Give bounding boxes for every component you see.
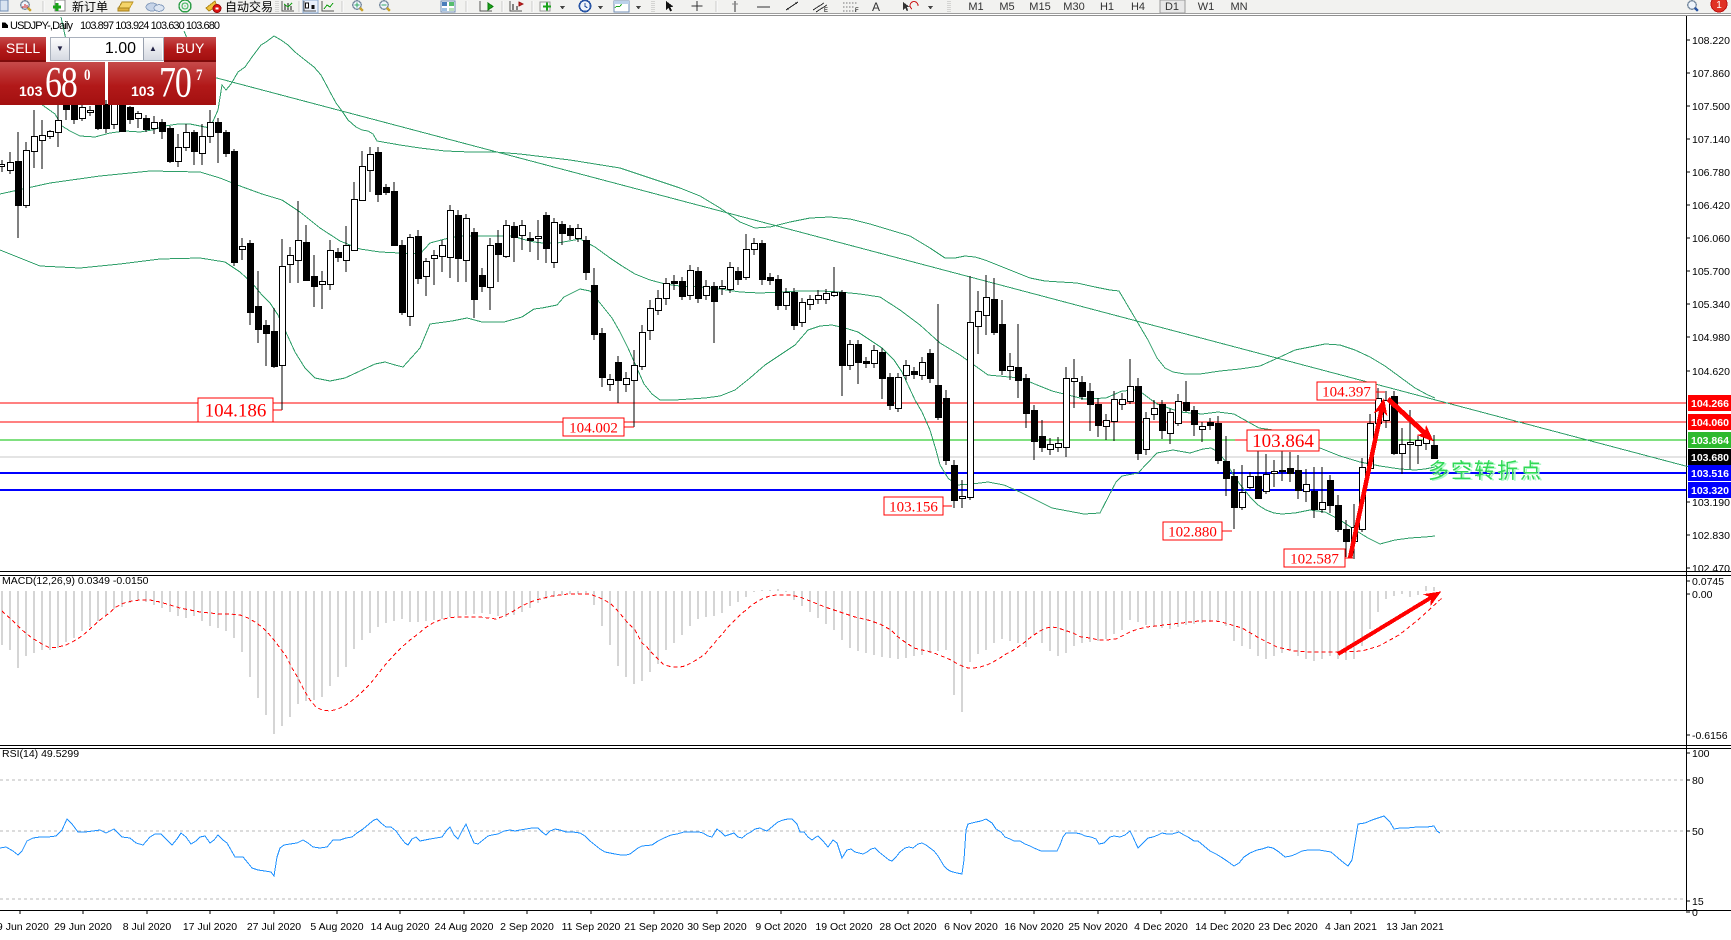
svg-text:1: 1 [1716, 0, 1722, 11]
svg-text:108.220: 108.220 [1692, 35, 1730, 47]
svg-text:104.002: 104.002 [569, 420, 618, 436]
svg-text:27 Jul 2020: 27 Jul 2020 [247, 921, 301, 933]
svg-text:M5: M5 [999, 1, 1014, 13]
svg-text:8 Jul 2020: 8 Jul 2020 [123, 921, 172, 933]
svg-text:103.156: 103.156 [889, 499, 938, 515]
svg-text:自动交易: 自动交易 [225, 0, 273, 14]
svg-text:104.060: 104.060 [1691, 417, 1729, 429]
svg-text:19 Oct 2020: 19 Oct 2020 [815, 921, 872, 933]
svg-text:14 Dec 2020: 14 Dec 2020 [1195, 921, 1255, 933]
svg-text:23 Dec 2020: 23 Dec 2020 [1258, 921, 1318, 933]
svg-text:105.700: 105.700 [1692, 266, 1730, 278]
svg-text:13 Jan 2021: 13 Jan 2021 [1386, 921, 1444, 933]
svg-text:M30: M30 [1063, 1, 1084, 13]
svg-text:104.397: 104.397 [1322, 384, 1371, 400]
svg-text:104.186: 104.186 [205, 401, 267, 422]
svg-text:102.470: 102.470 [1692, 563, 1730, 575]
svg-text:103.897 103.924 103.630 103.68: 103.897 103.924 103.630 103.680 [80, 20, 220, 32]
svg-text:11 Sep 2020: 11 Sep 2020 [562, 921, 621, 933]
svg-text:102.830: 102.830 [1692, 530, 1730, 542]
svg-text:107.500: 107.500 [1692, 101, 1730, 113]
svg-text:103.864: 103.864 [1691, 435, 1729, 447]
svg-text:103.320: 103.320 [1691, 485, 1729, 497]
svg-text:0: 0 [1692, 907, 1698, 919]
svg-text:14 Aug 2020: 14 Aug 2020 [371, 921, 430, 933]
svg-text:D1: D1 [1165, 1, 1179, 13]
svg-text:M1: M1 [968, 1, 983, 13]
svg-text:106.420: 106.420 [1692, 200, 1730, 212]
svg-text:H4: H4 [1131, 1, 1145, 13]
svg-text:W1: W1 [1198, 1, 1215, 13]
svg-text:M15: M15 [1029, 1, 1050, 13]
svg-text:16 Nov 2020: 16 Nov 2020 [1004, 921, 1064, 933]
svg-text:29 Jun 2020: 29 Jun 2020 [54, 921, 112, 933]
svg-text:102.880: 102.880 [1168, 524, 1217, 540]
svg-text:104.266: 104.266 [1691, 398, 1729, 410]
svg-text:107.860: 107.860 [1692, 68, 1730, 80]
svg-text:100: 100 [1692, 748, 1710, 760]
svg-text:0.0745: 0.0745 [1692, 576, 1724, 588]
svg-text:50: 50 [1692, 826, 1704, 838]
svg-text:102.587: 102.587 [1290, 551, 1339, 567]
svg-text:103.864: 103.864 [1252, 431, 1314, 452]
svg-text:RSI(14) 49.5299: RSI(14) 49.5299 [2, 748, 79, 760]
svg-text:H1: H1 [1100, 1, 1114, 13]
svg-text:15: 15 [1692, 896, 1704, 908]
svg-text:107.140: 107.140 [1692, 134, 1730, 146]
svg-text:6 Nov 2020: 6 Nov 2020 [944, 921, 998, 933]
svg-text:103.190: 103.190 [1692, 497, 1730, 509]
svg-text:多空转折点: 多空转折点 [1430, 461, 1545, 484]
svg-text:F: F [855, 8, 859, 14]
svg-text:30 Sep 2020: 30 Sep 2020 [687, 921, 747, 933]
svg-text:25 Nov 2020: 25 Nov 2020 [1068, 921, 1128, 933]
svg-text:4 Dec 2020: 4 Dec 2020 [1134, 921, 1188, 933]
svg-text:USDJPY-,Daily: USDJPY-,Daily [10, 20, 74, 32]
svg-text:104.980: 104.980 [1692, 332, 1730, 344]
svg-text:0.00: 0.00 [1692, 589, 1713, 601]
svg-text:104.620: 104.620 [1692, 366, 1730, 378]
svg-text:多空转折点: 多空转折点 [1428, 460, 1543, 483]
svg-text:28 Oct 2020: 28 Oct 2020 [879, 921, 936, 933]
svg-text:19 Jun 2020: 19 Jun 2020 [0, 921, 49, 933]
svg-text:4 Jan 2021: 4 Jan 2021 [1325, 921, 1377, 933]
svg-text:106.060: 106.060 [1692, 233, 1730, 245]
svg-text:106.780: 106.780 [1692, 167, 1730, 179]
svg-text:E: E [824, 8, 828, 14]
svg-text:103.680: 103.680 [1691, 452, 1729, 464]
svg-text:5 Aug 2020: 5 Aug 2020 [310, 921, 363, 933]
svg-text:MN: MN [1230, 1, 1247, 13]
svg-text:103.516: 103.516 [1691, 468, 1729, 480]
svg-text:21 Sep 2020: 21 Sep 2020 [624, 921, 684, 933]
svg-text:A: A [872, 0, 880, 14]
svg-text:新订单: 新订单 [72, 0, 108, 14]
svg-text:80: 80 [1692, 775, 1704, 787]
svg-text:24 Aug 2020: 24 Aug 2020 [435, 921, 494, 933]
svg-text:-0.6156: -0.6156 [1692, 730, 1728, 742]
svg-text:17 Jul 2020: 17 Jul 2020 [183, 921, 237, 933]
svg-text:9 Oct 2020: 9 Oct 2020 [755, 921, 807, 933]
svg-text:2 Sep 2020: 2 Sep 2020 [500, 921, 554, 933]
svg-text:MACD(12,26,9) 0.0349 -0.0150: MACD(12,26,9) 0.0349 -0.0150 [2, 575, 149, 587]
svg-text:105.340: 105.340 [1692, 299, 1730, 311]
